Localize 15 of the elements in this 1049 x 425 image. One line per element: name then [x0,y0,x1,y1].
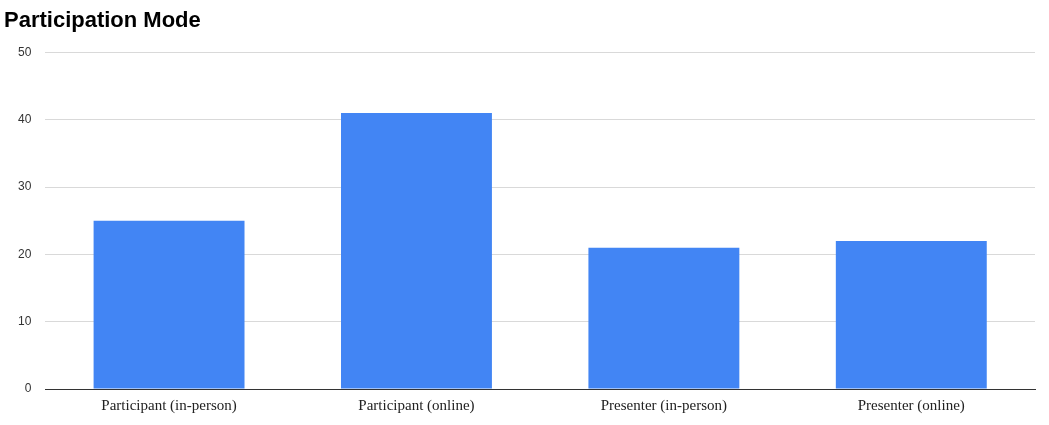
chart-title: Participation Mode [4,7,201,33]
bar [588,247,740,389]
y-tick-label: 30 [17,179,32,194]
x-tick-label: Participant (in-person) [101,396,237,414]
bar [341,112,492,389]
bar [93,220,245,389]
x-tick-label: Participant (online) [358,396,475,414]
y-tick-label: 10 [17,313,32,328]
y-tick-label: 40 [17,112,32,127]
x-tick-label: Presenter (in-person) [600,396,727,414]
y-tick-label: 0 [24,381,32,396]
y-tick-label: 20 [17,246,32,261]
y-tick-label: 50 [17,44,32,59]
bar [835,240,987,389]
x-tick-label: Presenter (online) [857,396,965,414]
